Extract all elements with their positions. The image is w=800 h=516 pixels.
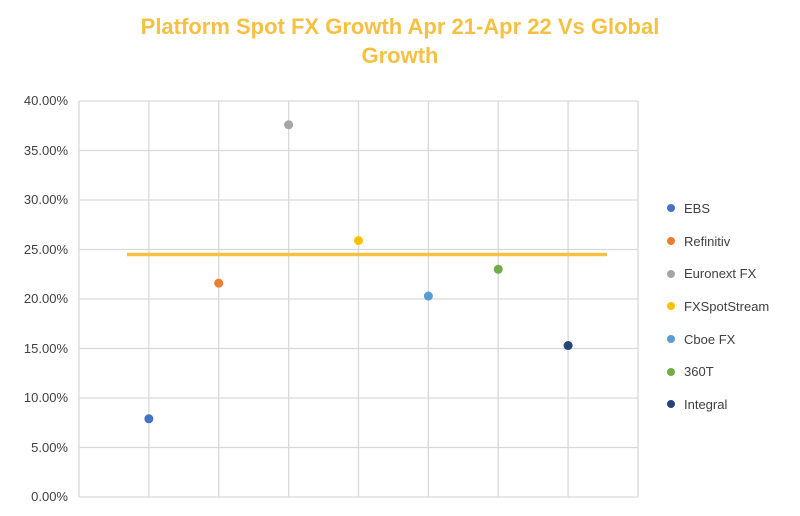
data-point-refinitiv	[214, 278, 224, 288]
legend-marker-icon	[667, 237, 675, 246]
chart-title-line-1: Platform Spot FX Growth Apr 21-Apr 22 Vs…	[140, 14, 660, 39]
y-tick-label: 0.00%	[31, 489, 68, 504]
y-tick-label: 10.00%	[23, 390, 68, 405]
legend-item: EBS	[667, 192, 769, 225]
legend-marker-icon	[667, 269, 675, 278]
legend-label: FXSpotStream	[684, 298, 770, 314]
legend-label: EBS	[684, 200, 711, 216]
legend-marker-icon	[667, 400, 675, 409]
legend-item: FXSpotStream	[667, 290, 769, 323]
data-point-euronext-fx	[284, 120, 294, 130]
legend-item: Refinitiv	[667, 225, 769, 258]
legend-item: Cboe FX	[667, 323, 769, 356]
legend-marker-icon	[667, 367, 675, 376]
legend-marker-icon	[667, 302, 675, 311]
legend-marker-icon	[667, 335, 675, 344]
y-tick-label: 25.00%	[23, 241, 68, 257]
legend-label: Integral	[684, 396, 728, 412]
chart-title-line-2: Growth	[361, 43, 439, 68]
legend-marker-icon	[667, 204, 675, 213]
legend-label: 360T	[684, 364, 714, 380]
data-point-360t	[493, 264, 503, 274]
data-point-cboe-fx	[423, 291, 433, 301]
y-tick-label: 30.00%	[23, 192, 68, 207]
y-tick-label: 40.00%	[23, 93, 68, 108]
y-tick-label: 15.00%	[23, 340, 68, 356]
y-tick-label: 35.00%	[23, 142, 68, 158]
legend-item: Integral	[667, 388, 769, 421]
data-point-ebs	[144, 414, 154, 424]
legend: EBS Refinitiv Euronext FX FXSpotStream Cboe …	[667, 192, 769, 421]
legend-label: Refinitiv	[684, 233, 731, 249]
chart-title: Platform Spot FX Growth Apr 21-Apr 22 Vs…	[0, 12, 800, 70]
y-tick-label: 20.00%	[23, 291, 68, 306]
legend-label: Euronext FX	[684, 266, 757, 282]
legend-label: Cboe FX	[684, 331, 736, 347]
legend-item: 360T	[667, 355, 769, 388]
data-point-integral	[563, 341, 573, 351]
legend-item: Euronext FX	[667, 257, 769, 290]
y-tick-label: 5.00%	[31, 439, 68, 455]
data-point-fxspotstream	[354, 236, 363, 246]
